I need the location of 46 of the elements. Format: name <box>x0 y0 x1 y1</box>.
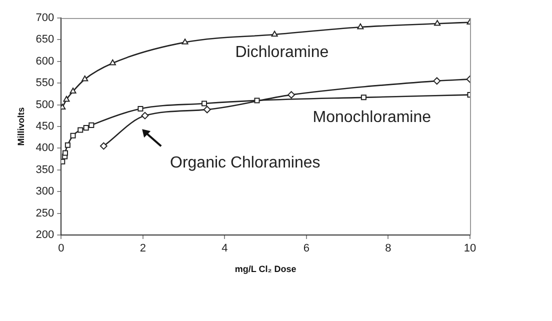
y-tick-label: 400 <box>36 142 54 154</box>
point <box>434 20 441 26</box>
y-tick-label: 550 <box>36 77 54 90</box>
point <box>254 98 260 104</box>
point <box>88 122 94 128</box>
x-tick-label: 6 <box>303 242 310 255</box>
series-label: Monochloramine <box>312 109 432 126</box>
point <box>360 94 366 100</box>
point <box>357 23 364 30</box>
point <box>138 106 144 112</box>
point <box>109 59 116 66</box>
point <box>182 38 188 44</box>
y-tick-label: 450 <box>36 120 54 133</box>
point <box>288 91 296 99</box>
y-tick-label: 350 <box>36 164 54 176</box>
point <box>203 106 211 114</box>
point <box>201 100 208 106</box>
y-tick-label: 300 <box>36 186 54 198</box>
point <box>78 127 84 133</box>
y-tick-label: 500 <box>36 98 54 111</box>
y-tick-label: 200 <box>36 229 54 242</box>
point <box>70 132 76 138</box>
x-tick-label: 4 <box>222 242 228 255</box>
series-label: Dichloramine <box>235 44 329 62</box>
y-tick-label: 700 <box>36 12 54 24</box>
y-tick-label: 250 <box>36 207 54 220</box>
point <box>100 142 108 150</box>
x-tick-label: 2 <box>140 242 146 255</box>
point <box>62 150 68 156</box>
point <box>433 77 441 85</box>
y-tick-label: 600 <box>36 55 54 68</box>
point <box>82 75 88 82</box>
point <box>64 142 70 148</box>
y-axis-title: Millivolts <box>16 107 26 146</box>
point <box>271 30 278 37</box>
x-axis-title: mg/L Cl₂ Dose <box>234 264 296 274</box>
y-tick-label: 650 <box>36 34 54 46</box>
text: Organic Chloramines <box>170 154 320 172</box>
point <box>61 158 66 164</box>
point <box>141 112 149 120</box>
point <box>63 96 70 102</box>
x-tick-label: 8 <box>385 242 392 255</box>
point <box>83 125 89 131</box>
x-tick-label: 10 <box>464 242 476 255</box>
point <box>70 88 76 94</box>
x-tick-label: 0 <box>58 242 64 255</box>
